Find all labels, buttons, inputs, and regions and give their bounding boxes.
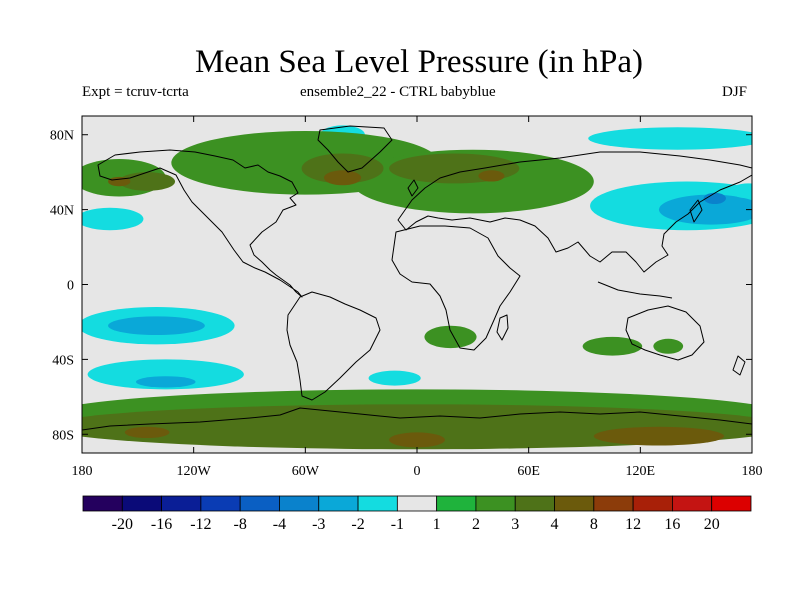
experiment-label: Expt = tcruv-tcrta [82, 84, 189, 100]
contour-patch-26 [593, 426, 725, 446]
colorbar-label: 2 [472, 516, 480, 533]
contour-patch-8 [108, 316, 205, 336]
contour-patch-23 [478, 170, 505, 182]
contour-patch-4 [588, 127, 752, 150]
colorbar-label: -2 [351, 516, 364, 533]
contour-patch-18 [301, 153, 384, 184]
colorbar-swatch [672, 495, 713, 512]
colorbar: -20 -16 -12 -8 -4 -3 -2 -1 1 2 3 4 8 12 16 20 [82, 495, 752, 533]
colorbar-swatch [514, 495, 555, 512]
colorbar-label: -3 [312, 516, 325, 533]
contour-patch-1 [658, 194, 752, 225]
lon-label: 0 [414, 464, 421, 479]
colorbar-label: 8 [590, 516, 598, 533]
colorbar-label: 16 [664, 516, 680, 533]
coast-north-america [97, 149, 303, 298]
page-title: Mean Sea Level Pressure (in hPa) [194, 44, 644, 80]
colorbar-swatch [357, 495, 398, 512]
coastlines [82, 125, 752, 431]
colorbar-swatch [121, 495, 162, 512]
lon-label: 60W [292, 464, 320, 479]
colorbar-label: -1 [391, 516, 404, 533]
lat-label: 80S [52, 428, 74, 443]
colorbar-swatch [711, 495, 752, 512]
colorbar-label: 12 [625, 516, 641, 533]
axis-ticks: 80N 40N 0 40S 80S 180 120W 60W 0 60E 120E 180 [50, 116, 763, 479]
lon-label: 180 [72, 464, 93, 479]
contour-patch-3 [729, 183, 752, 199]
coast-greenland [317, 125, 393, 173]
colorbar-swatch [396, 495, 438, 512]
pressure-contours [82, 125, 752, 450]
colorbar-swatch [554, 495, 595, 512]
colorbar-swatch [279, 495, 320, 512]
season-label: DJF [722, 84, 748, 100]
contour-patch-25 [82, 404, 752, 450]
coast-japan [689, 199, 703, 223]
contour-patch-28 [124, 426, 170, 439]
coast-south-america [286, 291, 381, 401]
contour-patch-9 [87, 359, 244, 390]
ensemble-label: ensemble2_22 - CTRL babyblue [300, 84, 496, 100]
lat-label: 80N [50, 129, 74, 144]
colorbar-swatch [593, 495, 634, 512]
colorbar-label: -8 [234, 516, 247, 533]
contour-patch-21 [323, 170, 362, 186]
contour-patch-2 [703, 192, 726, 204]
coast-australia [625, 305, 705, 361]
colorbar-swatch [239, 495, 280, 512]
contour-patch-17 [653, 338, 684, 354]
colorbar-label: 20 [704, 516, 720, 533]
colorbar-swatch [161, 495, 202, 512]
colorbar-label: 3 [511, 516, 519, 533]
contour-patch-15 [424, 325, 477, 349]
lat-label: 40N [50, 204, 74, 219]
contour-patch-11 [368, 370, 421, 386]
colorbar-swatch [475, 495, 516, 512]
colorbar-label: -12 [190, 516, 211, 533]
colorbar-swatch [318, 495, 359, 512]
coast-eurasia [397, 151, 752, 273]
contour-patch-27 [389, 432, 445, 448]
colorbar-label: -16 [151, 516, 172, 533]
colorbar-label: 1 [433, 516, 441, 533]
colorbar-label: -4 [273, 516, 286, 533]
colorbar-label: 4 [551, 516, 559, 533]
coast-british-isles [407, 179, 419, 197]
lat-label: 40S [52, 353, 74, 368]
lon-label: 120W [177, 464, 212, 479]
lat-label: 0 [67, 279, 74, 294]
coast-new-zealand [732, 355, 746, 376]
contour-patch-16 [582, 336, 643, 356]
colorbar-swatch [436, 495, 477, 512]
colorbar-swatch [200, 495, 241, 512]
lon-label: 60E [517, 464, 540, 479]
coast-antarctica [82, 407, 752, 431]
contour-patch-6 [82, 207, 144, 231]
colorbar-label: -20 [112, 516, 133, 533]
colorbar-swatch [632, 495, 673, 512]
lon-label: 120E [626, 464, 656, 479]
lon-label: 180 [742, 464, 763, 479]
contour-patch-22 [108, 176, 131, 187]
coast-africa [391, 225, 521, 351]
coast-madagascar [496, 314, 509, 341]
contour-patch-10 [135, 376, 196, 388]
colorbar-swatch [82, 495, 123, 512]
coast-indonesia [597, 281, 673, 299]
